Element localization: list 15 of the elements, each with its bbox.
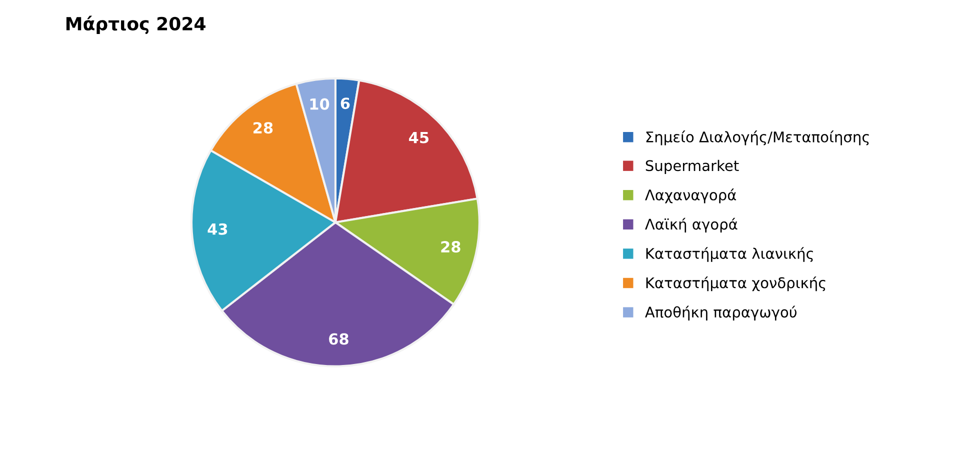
- data-label: 6: [340, 98, 350, 110]
- data-label: 43: [208, 223, 228, 235]
- legend-label: Σημείο Διαλογής/Μεταποίησης: [646, 130, 869, 146]
- chart-title: Μάρτιος 2024: [66, 16, 206, 34]
- legend-label: Καταστήματα χονδρικής: [646, 276, 826, 292]
- data-label: 28: [254, 122, 273, 134]
- data-label: 28: [441, 241, 460, 253]
- data-label: 68: [329, 333, 348, 345]
- data-label: 45: [408, 132, 428, 144]
- legend-label: Καταστήματα λιανικής: [646, 247, 813, 262]
- legend-label: Αποθήκη παραγωγού: [645, 306, 796, 320]
- legend-label: Supermarket: [646, 160, 739, 174]
- legend-label: Λαχαναγορά: [645, 188, 736, 204]
- legend-label: Λαϊκή αγορά: [645, 218, 738, 233]
- data-label: 10: [310, 98, 330, 110]
